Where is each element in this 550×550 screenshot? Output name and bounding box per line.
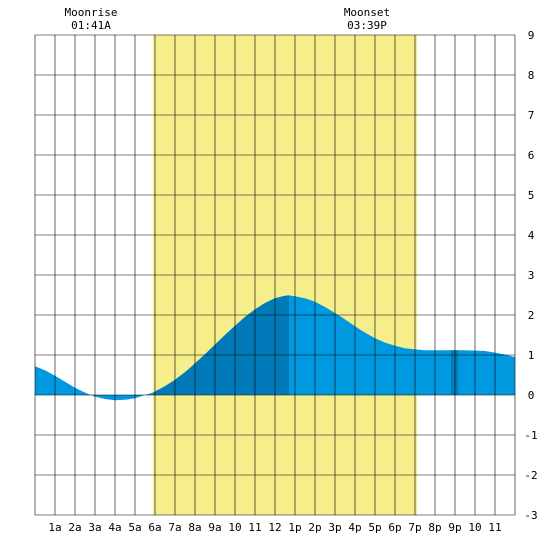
x-tick-label: 2a (68, 521, 81, 534)
x-tick-label: 1p (288, 521, 301, 534)
x-tick-label: 7p (408, 521, 421, 534)
y-tick-label: -3 (524, 509, 537, 522)
y-tick-label: -1 (524, 429, 537, 442)
grid-layer (34, 34, 516, 516)
x-tick-labels: 1a 2a 3a 4a 5a 6a 7a 8a 9a 10 11 12 1p 2p 3p 4p 5p 6p 7p 8p… (48, 521, 501, 534)
x-tick-label: 7a (168, 521, 181, 534)
x-tick-label: 4p (348, 521, 361, 534)
x-tick-label: 11 (248, 521, 261, 534)
x-tick-label: 5p (368, 521, 381, 534)
y-tick-labels: -3 -2 -1 0 1 2 3 4 5 6 7 8 9 (524, 29, 537, 522)
x-tick-label: 12 (268, 521, 281, 534)
y-tick-label: 0 (528, 389, 535, 402)
y-tick-label: 1 (528, 349, 535, 362)
x-tick-label: 6p (388, 521, 401, 534)
y-tick-label: 6 (528, 149, 535, 162)
x-tick-label: 9p (448, 521, 461, 534)
x-tick-label: 10 (468, 521, 481, 534)
y-tick-label: 8 (528, 69, 535, 82)
x-tick-label: 3a (88, 521, 101, 534)
x-tick-label: 2p (308, 521, 321, 534)
y-tick-label: 9 (528, 29, 535, 42)
x-tick-label: 3p (328, 521, 341, 534)
x-tick-label: 4a (108, 521, 121, 534)
x-tick-label: 1a (48, 521, 61, 534)
y-tick-label: 7 (528, 109, 535, 122)
moonset-time: 03:39P (347, 19, 387, 32)
y-tick-label: -2 (524, 469, 537, 482)
moonrise-time: 01:41A (71, 19, 111, 32)
x-tick-label: 9a (208, 521, 221, 534)
x-tick-label: 6a (148, 521, 161, 534)
tide-dark-segment-2 (451, 350, 458, 395)
y-tick-label: 2 (528, 309, 535, 322)
x-tick-label: 5a (128, 521, 141, 534)
y-tick-label: 5 (528, 189, 535, 202)
y-tick-label: 3 (528, 269, 535, 282)
moonset-label: Moonset (344, 6, 390, 19)
moonrise-label: Moonrise (65, 6, 118, 19)
x-tick-label: 8a (188, 521, 201, 534)
x-tick-label: 11 (488, 521, 501, 534)
x-tick-label: 10 (228, 521, 241, 534)
y-tick-label: 4 (528, 229, 535, 242)
moon-events: Moonrise 01:41A Moonset 03:39P (65, 6, 391, 32)
x-tick-label: 8p (428, 521, 441, 534)
